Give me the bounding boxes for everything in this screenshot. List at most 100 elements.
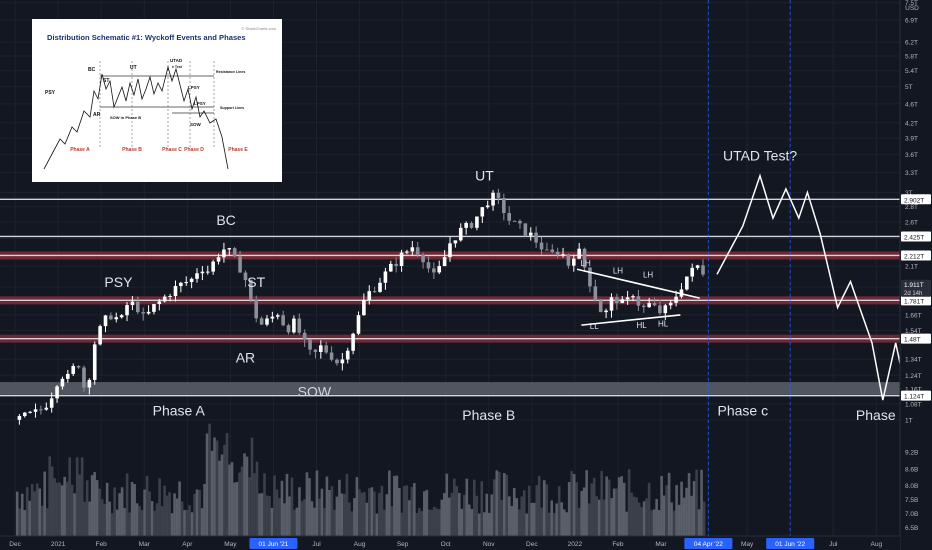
time-tick-label: Dec <box>9 541 21 548</box>
candle-up <box>690 267 695 277</box>
time-tick-label: Aug <box>354 541 366 548</box>
volume-bar <box>570 471 573 536</box>
volume-bar <box>700 469 703 536</box>
volume-bar <box>497 471 501 536</box>
volume-bar <box>567 481 571 536</box>
volume-bar <box>627 469 631 536</box>
candle-down <box>566 254 571 266</box>
triangle-trendline <box>576 268 700 299</box>
volume-bar <box>273 475 276 536</box>
volume-bar <box>25 487 29 536</box>
volume-bar <box>605 476 608 536</box>
volume-bar <box>632 496 636 536</box>
candle-up <box>55 386 59 399</box>
volume-bar <box>228 464 231 536</box>
volume-bar <box>190 512 194 536</box>
volume-bar <box>395 475 399 536</box>
price-tick-label: 1.24T <box>905 373 922 380</box>
level-price-tag-box <box>901 250 931 261</box>
volume-bar <box>38 488 42 536</box>
candle-up <box>157 301 162 305</box>
candle-up <box>292 318 296 333</box>
volume-bar <box>537 475 541 536</box>
volume-bar <box>53 478 56 536</box>
candle-down <box>302 332 307 340</box>
volume-bar <box>617 477 621 536</box>
candle-up <box>114 317 119 320</box>
volume-bar <box>145 475 149 536</box>
time-tick-label: 2021 <box>51 541 66 548</box>
candle-up <box>405 251 409 253</box>
candle-down <box>308 339 312 350</box>
volume-tick-label: 8.0B <box>905 483 918 490</box>
inset-label-ut: UT <box>130 65 137 71</box>
candle-down <box>421 254 425 263</box>
volume-bar <box>692 481 696 536</box>
volume-bar <box>35 483 39 536</box>
volume-bar <box>248 477 251 536</box>
time-tick-label: Sep <box>397 541 409 548</box>
event-label: AR <box>236 349 255 365</box>
candle-up <box>189 278 194 283</box>
volume-bar <box>253 473 256 536</box>
candle-down <box>615 297 619 304</box>
pattern-label: HL <box>637 321 648 330</box>
volume-bar <box>43 471 46 536</box>
volume-bar <box>270 507 274 536</box>
time-axis-background <box>0 536 900 550</box>
time-tick-label: Nov <box>483 541 495 548</box>
volume-bar <box>318 498 321 536</box>
candle-down <box>523 223 528 236</box>
volume-bar <box>113 487 116 536</box>
inset-phase-label: Phase A <box>70 147 90 153</box>
price-tick-label: 5T <box>905 84 913 91</box>
volume-bar <box>95 480 99 536</box>
candle-down <box>518 221 522 224</box>
volume-bar <box>408 500 411 536</box>
volume-bar <box>580 490 583 536</box>
candle-up <box>44 407 49 410</box>
volume-bar <box>622 482 626 536</box>
volume-bar <box>582 487 586 536</box>
volume-bar <box>33 491 37 536</box>
candle-down <box>394 263 398 267</box>
volume-bar <box>405 485 409 536</box>
volume-bar <box>635 497 638 536</box>
event-label: UT <box>475 167 494 183</box>
candle-down <box>534 232 538 243</box>
time-marker-box <box>766 538 815 549</box>
volume-bar <box>275 489 279 536</box>
volume-bar <box>30 484 34 536</box>
price-tick-label: 5.4T <box>905 68 918 75</box>
volume-bar <box>393 475 396 536</box>
volume-bar <box>90 475 94 536</box>
candle-up <box>647 303 651 308</box>
volume-bar <box>532 502 536 536</box>
candle-up <box>66 373 70 379</box>
volume-bar <box>443 492 446 536</box>
candle-up <box>195 273 199 279</box>
volume-bar <box>350 511 354 536</box>
candle-down <box>415 247 420 255</box>
candle-down <box>238 256 242 273</box>
volume-bar <box>250 437 254 536</box>
event-label: PSY <box>104 274 133 290</box>
volume-bar <box>315 470 319 536</box>
volume-bar <box>58 482 61 536</box>
volume-bar <box>438 509 441 536</box>
volume-bar <box>45 508 49 536</box>
candle-down <box>539 242 544 250</box>
volume-bar <box>647 482 651 536</box>
volume-bar <box>155 503 159 536</box>
volume-bar <box>303 499 306 536</box>
event-label: ST <box>247 274 265 290</box>
volume-bar <box>168 492 171 536</box>
candle-down <box>593 286 598 301</box>
volume-bar <box>592 477 596 536</box>
candle-up <box>475 216 479 228</box>
volume-bar <box>245 456 249 536</box>
volume-bar <box>183 510 186 536</box>
candle-up <box>437 266 442 273</box>
